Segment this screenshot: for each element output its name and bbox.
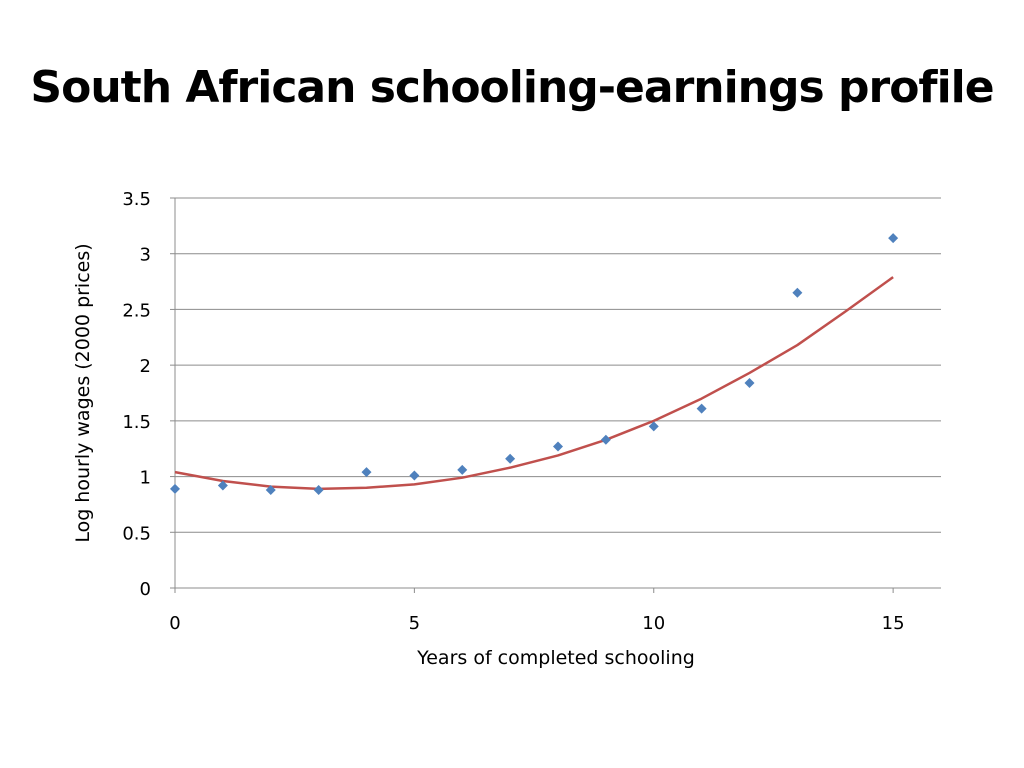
x-tick-label: 5 bbox=[409, 613, 420, 634]
scatter-series bbox=[170, 233, 899, 495]
data-point bbox=[696, 403, 707, 414]
data-point bbox=[744, 377, 755, 388]
data-point bbox=[457, 464, 468, 475]
data-point bbox=[888, 233, 899, 244]
data-point bbox=[792, 287, 803, 298]
y-tick-label: 1.5 bbox=[122, 412, 151, 433]
x-tick-label: 10 bbox=[642, 613, 665, 634]
data-point bbox=[217, 480, 228, 491]
data-point bbox=[265, 484, 276, 495]
slide-title: South African schooling-earnings profile bbox=[30, 62, 994, 113]
y-tick-labels: 0 0.5 1 1.5 2 2.5 3 3.5 bbox=[122, 189, 151, 600]
data-point bbox=[600, 434, 611, 445]
y-tick-label: 1 bbox=[140, 468, 151, 489]
y-axis-label: Log hourly wages (2000 prices) bbox=[72, 243, 94, 542]
y-tick-label: 0.5 bbox=[122, 523, 151, 544]
y-tick-label: 2.5 bbox=[122, 300, 151, 321]
y-tick-label: 3.5 bbox=[122, 189, 151, 210]
y-tick-label: 2 bbox=[140, 356, 151, 377]
data-point bbox=[170, 483, 180, 494]
data-point bbox=[361, 467, 372, 478]
fit-line bbox=[174, 276, 894, 491]
data-point bbox=[648, 421, 659, 432]
data-point bbox=[313, 484, 324, 495]
y-tick-label: 0 bbox=[140, 579, 151, 600]
data-point bbox=[505, 453, 516, 464]
x-axis-label: Years of completed schooling bbox=[416, 647, 695, 669]
fit-line-series bbox=[174, 276, 894, 491]
data-point bbox=[553, 441, 563, 452]
x-tick-label: 0 bbox=[169, 613, 180, 634]
x-tick-labels: 0 5 10 15 bbox=[169, 613, 904, 634]
data-point bbox=[409, 470, 420, 481]
axes bbox=[170, 197, 941, 593]
y-tick-label: 3 bbox=[140, 245, 151, 266]
gridlines bbox=[175, 197, 941, 533]
x-tick-label: 15 bbox=[882, 613, 905, 634]
